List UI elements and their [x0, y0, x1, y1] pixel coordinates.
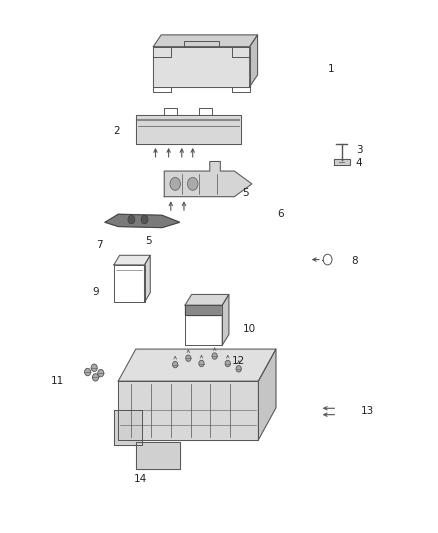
Text: 3: 3 — [356, 146, 363, 155]
Circle shape — [173, 361, 178, 368]
Polygon shape — [114, 410, 142, 445]
Text: 9: 9 — [92, 287, 99, 296]
Circle shape — [225, 360, 230, 367]
Circle shape — [141, 215, 148, 224]
Polygon shape — [153, 35, 258, 47]
Polygon shape — [118, 381, 258, 440]
Polygon shape — [185, 305, 223, 314]
Polygon shape — [223, 294, 229, 345]
Circle shape — [91, 364, 97, 372]
Polygon shape — [153, 47, 250, 86]
Circle shape — [128, 215, 135, 224]
Circle shape — [236, 366, 241, 372]
Circle shape — [323, 254, 332, 265]
Polygon shape — [250, 35, 258, 86]
Text: 7: 7 — [96, 240, 103, 250]
Polygon shape — [105, 214, 180, 228]
Polygon shape — [118, 349, 276, 381]
Text: 14: 14 — [134, 474, 147, 483]
Text: 8: 8 — [351, 256, 358, 266]
Text: 11: 11 — [50, 376, 64, 386]
Polygon shape — [164, 161, 252, 197]
Text: 5: 5 — [242, 188, 249, 198]
Text: 4: 4 — [356, 158, 363, 167]
Polygon shape — [185, 294, 229, 305]
Text: 13: 13 — [361, 407, 374, 416]
Polygon shape — [185, 305, 223, 345]
Polygon shape — [258, 349, 276, 440]
Circle shape — [212, 353, 217, 359]
Text: 1: 1 — [327, 64, 334, 74]
Text: 5: 5 — [145, 236, 152, 246]
Circle shape — [98, 369, 104, 377]
Circle shape — [170, 177, 180, 190]
Polygon shape — [114, 255, 150, 265]
Text: 12: 12 — [232, 357, 245, 366]
Circle shape — [199, 360, 204, 367]
Text: 10: 10 — [243, 325, 256, 334]
Polygon shape — [145, 255, 150, 302]
Polygon shape — [136, 115, 241, 144]
Text: 2: 2 — [113, 126, 120, 135]
Polygon shape — [114, 265, 145, 302]
Circle shape — [186, 355, 191, 361]
Polygon shape — [136, 442, 180, 469]
Text: 6: 6 — [277, 209, 284, 219]
Circle shape — [92, 374, 99, 381]
Polygon shape — [334, 159, 350, 165]
Circle shape — [187, 177, 198, 190]
Circle shape — [85, 368, 91, 376]
